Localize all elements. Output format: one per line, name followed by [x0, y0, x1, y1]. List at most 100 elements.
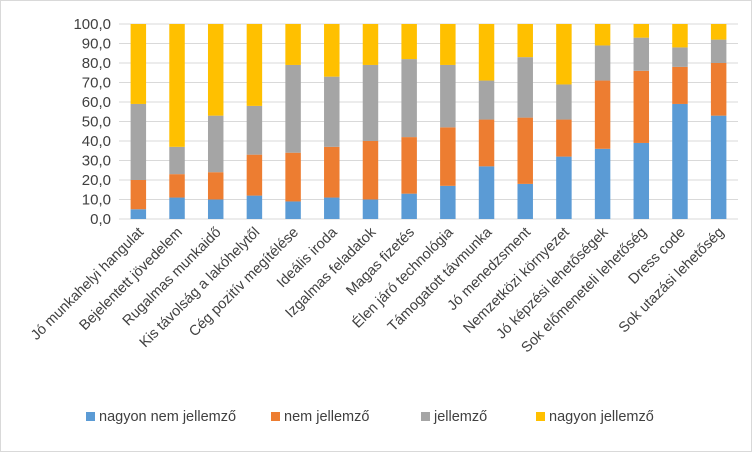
- bar-segment: [324, 197, 340, 219]
- bar-segment: [594, 148, 611, 219]
- legend-item: jellemző: [421, 409, 487, 425]
- bar-segment: [362, 64, 379, 141]
- bar-stack: [440, 24, 456, 219]
- bar-segment: [556, 156, 572, 219]
- bar-segment: [285, 201, 301, 219]
- y-tick-label: 30,0: [82, 153, 111, 170]
- y-tick-label: 0,0: [90, 211, 111, 228]
- bar-segment: [401, 137, 417, 194]
- bars: [130, 24, 727, 219]
- legend-swatch: [271, 412, 280, 421]
- bar-segment: [169, 146, 185, 175]
- y-axis-tick-labels: 0,0 10,0 20,0 30,0 40,0 50,0 60,0 70,0 80,0 90,0 1…: [73, 16, 111, 228]
- bar-segment: [710, 115, 727, 219]
- bar-segment: [478, 80, 495, 120]
- bar-stack: [633, 24, 650, 219]
- y-tick-label: 60,0: [82, 94, 111, 111]
- bar-stack: [246, 24, 263, 219]
- bar-segment: [285, 64, 301, 153]
- bar-segment: [672, 47, 688, 67]
- legend-item: nagyon jellemző: [536, 409, 654, 425]
- bar-segment: [362, 24, 379, 65]
- legend-item: nagyon nem jellemző: [86, 409, 236, 425]
- bar-stack: [324, 24, 340, 219]
- y-tick-label: 90,0: [82, 36, 111, 53]
- legend-label: nagyon nem jellemző: [99, 409, 236, 425]
- bar-segment: [672, 66, 688, 104]
- bar-segment: [633, 37, 650, 71]
- bar-segment: [324, 24, 340, 77]
- bar-segment: [246, 195, 263, 219]
- bar-segment: [633, 70, 650, 143]
- bar-segment: [556, 119, 572, 157]
- bar-segment: [517, 57, 533, 118]
- bar-segment: [633, 142, 650, 219]
- y-tick-label: 40,0: [82, 133, 111, 150]
- bar-segment: [672, 24, 688, 48]
- bar-stack: [285, 24, 301, 219]
- bar-stack: [130, 24, 147, 219]
- legend-label: jellemző: [433, 409, 487, 425]
- bar-segment: [440, 127, 456, 186]
- bar-segment: [285, 24, 301, 65]
- legend-item: nem jellemző: [271, 409, 369, 425]
- bar-stack: [207, 24, 224, 219]
- bar-segment: [556, 24, 572, 85]
- bar-segment: [246, 105, 263, 155]
- bar-segment: [207, 172, 224, 200]
- bar-segment: [246, 24, 263, 106]
- bar-segment: [440, 185, 456, 219]
- bar-segment: [362, 199, 379, 219]
- bar-segment: [710, 24, 727, 40]
- bar-segment: [207, 24, 224, 116]
- bar-segment: [710, 63, 727, 116]
- legend-label: nem jellemző: [284, 409, 369, 425]
- bar-segment: [517, 183, 533, 219]
- y-tick-label: 70,0: [82, 75, 111, 92]
- bar-segment: [556, 84, 572, 120]
- bar-stack: [672, 24, 688, 219]
- legend-swatch: [421, 412, 430, 421]
- bar-segment: [478, 24, 495, 81]
- bar-segment: [207, 115, 224, 173]
- bar-stack: [594, 24, 611, 219]
- bar-segment: [324, 76, 340, 147]
- bar-segment: [169, 197, 185, 219]
- bar-segment: [478, 166, 495, 219]
- legend-swatch: [86, 412, 95, 421]
- bar-segment: [130, 209, 147, 219]
- bar-stack: [401, 24, 417, 219]
- bar-segment: [169, 24, 185, 147]
- bar-segment: [672, 103, 688, 219]
- legend: nagyon nem jellemző nem jellemző jellemző n…: [86, 409, 654, 425]
- bar-stack: [517, 24, 533, 219]
- bar-segment: [401, 59, 417, 138]
- legend-label: nagyon jellemző: [549, 409, 654, 425]
- bar-segment: [207, 199, 224, 219]
- y-tick-label: 10,0: [82, 192, 111, 209]
- bar-segment: [169, 174, 185, 198]
- bar-segment: [130, 24, 147, 104]
- bar-segment: [517, 24, 533, 58]
- bar-segment: [594, 45, 611, 81]
- bar-segment: [478, 119, 495, 167]
- bar-stack: [362, 24, 379, 219]
- bar-segment: [130, 180, 147, 210]
- bar-segment: [517, 117, 533, 184]
- y-tick-label: 100,0: [73, 16, 111, 33]
- bar-segment: [594, 80, 611, 149]
- bar-stack: [478, 24, 495, 219]
- bar-segment: [130, 103, 147, 180]
- bar-segment: [246, 154, 263, 196]
- bar-segment: [285, 152, 301, 202]
- bar-stack: [710, 24, 727, 219]
- bar-segment: [362, 141, 379, 200]
- bar-segment: [440, 64, 456, 128]
- bar-segment: [324, 146, 340, 198]
- bar-stack: [169, 24, 185, 219]
- y-tick-label: 50,0: [82, 114, 111, 131]
- bar-segment: [440, 24, 456, 65]
